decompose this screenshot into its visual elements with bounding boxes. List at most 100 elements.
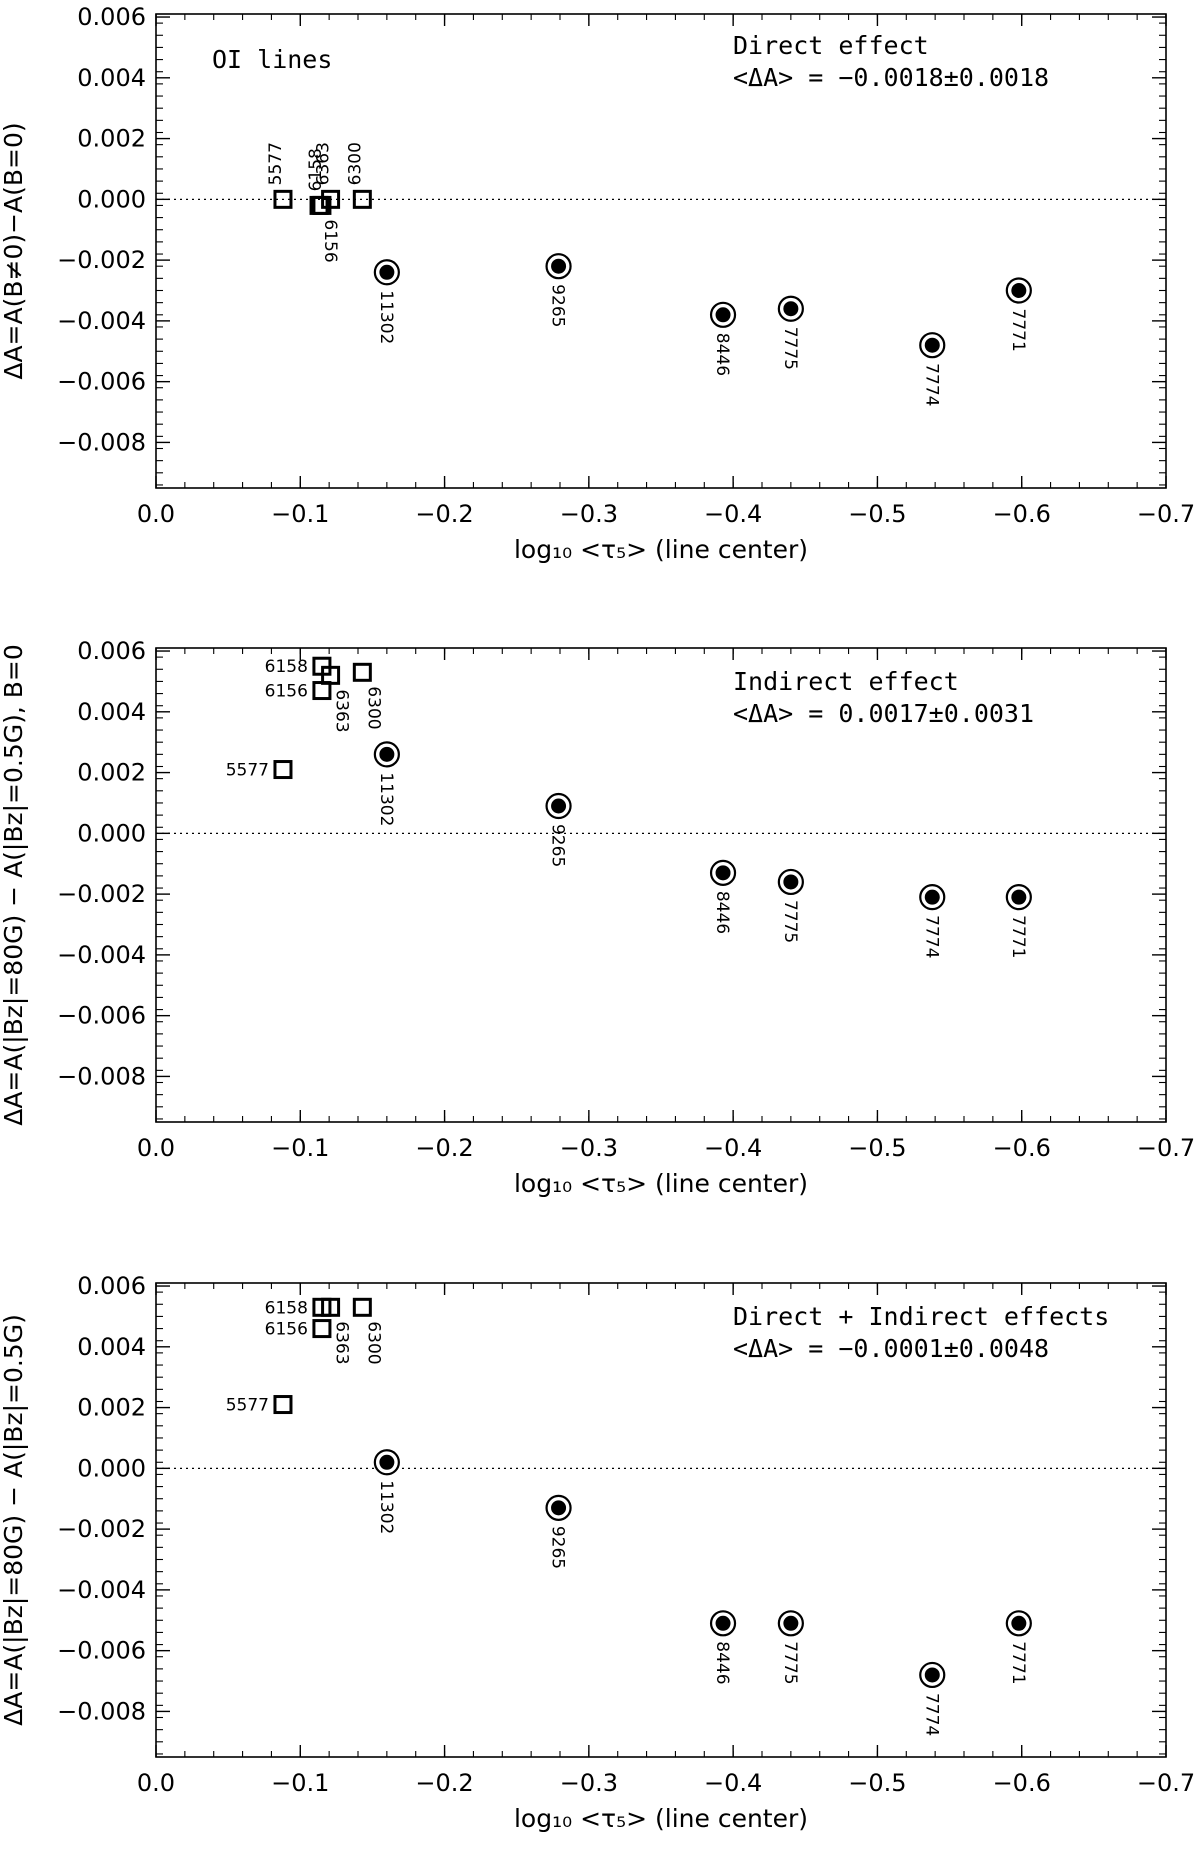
y-tick-label: −0.002	[57, 246, 146, 274]
y-tick-label: 0.000	[77, 185, 146, 213]
point-label: 6300	[345, 142, 365, 185]
y-tick-label: 0.000	[77, 819, 146, 847]
point-label: 11302	[376, 1480, 396, 1534]
point-label: 6300	[363, 686, 383, 729]
point-label: 5577	[266, 142, 286, 185]
point-label: 11302	[376, 772, 396, 826]
point-label: 6158	[265, 657, 308, 677]
circle-marker-dot	[379, 1454, 395, 1470]
square-marker	[352, 662, 372, 682]
circle-marker-dot	[551, 798, 567, 814]
y-tick-label: −0.002	[57, 1515, 146, 1543]
point-label: 5577	[226, 1396, 269, 1416]
annotation: Direct effect	[733, 31, 929, 60]
point-label: 7771	[1008, 309, 1028, 352]
y-tick-label: 0.004	[77, 1333, 146, 1361]
annotation: <ΔA> = −0.0018±0.0018	[733, 63, 1049, 92]
point-label: 6300	[363, 1321, 383, 1364]
point-label: 6363	[332, 1321, 352, 1364]
y-tick-label: 0.006	[77, 637, 146, 665]
chart-panel-1: 0.0 −0.1 −0.2 −0.3 −0.4 −0.5 −0.6 −0.7 0.006 0.00…	[0, 3, 1195, 564]
circle-marker-dot	[551, 1500, 567, 1516]
plot-frame	[155, 1282, 1167, 1758]
y-axis-label: ΔA=A(|Bz|=80G) − A(|Bz|=0.5G), B=0	[0, 644, 28, 1126]
x-tick-label: −0.6	[993, 1134, 1051, 1162]
point-label: 6158	[306, 148, 326, 191]
x-tick-label: 0.0	[137, 1134, 175, 1162]
point-label: 7775	[780, 327, 800, 370]
square-marker	[312, 1319, 332, 1339]
x-tick-label: −0.6	[993, 1769, 1051, 1797]
point-label: 9265	[548, 824, 568, 867]
circle-marker-dot	[715, 307, 731, 323]
square-marker	[273, 760, 293, 780]
point-label: 7775	[780, 900, 800, 943]
x-tick-label: −0.1	[271, 1134, 329, 1162]
circle-marker-dot	[551, 258, 567, 274]
y-tick-label: −0.004	[57, 1576, 146, 1604]
point-label: 7771	[1008, 915, 1028, 958]
annotation: <ΔA> = −0.0001±0.0048	[733, 1334, 1049, 1363]
y-tick-label: −0.006	[57, 1637, 146, 1665]
circle-marker-dot	[924, 889, 940, 905]
y-tick-label: −0.008	[57, 1697, 146, 1725]
circle-marker-dot	[1011, 889, 1027, 905]
y-tick-label: 0.002	[77, 759, 146, 787]
x-axis-label: log₁₀ <τ₅> (line center)	[514, 1169, 808, 1198]
circle-marker-dot	[1011, 1615, 1027, 1631]
chart-panel-3: 0.0 −0.1 −0.2 −0.3 −0.4 −0.5 −0.6 −0.7 0.006 0.00…	[0, 1272, 1195, 1833]
point-label: 6156	[265, 682, 308, 702]
square-marker	[352, 189, 372, 209]
x-tick-label: −0.7	[1137, 1769, 1195, 1797]
annotation: Direct + Indirect effects	[733, 1302, 1109, 1331]
y-tick-label: −0.004	[57, 941, 146, 969]
y-tick-label: −0.008	[57, 428, 146, 456]
circle-marker-dot	[1011, 283, 1027, 298]
point-label: 9265	[548, 284, 568, 327]
x-tick-label: −0.1	[271, 500, 329, 528]
point-label: 11302	[376, 290, 396, 344]
point-label: 6363	[314, 142, 334, 185]
plot-frame	[155, 13, 1167, 489]
x-tick-label: −0.3	[560, 500, 618, 528]
point-label: 7774	[921, 915, 941, 958]
circle-marker-dot	[783, 1615, 799, 1631]
x-tick-label: −0.3	[560, 1769, 618, 1797]
annotation: Indirect effect	[733, 667, 959, 696]
circle-marker-dot	[924, 337, 940, 353]
square-marker	[321, 1297, 341, 1317]
x-tick-label: −0.2	[415, 1134, 473, 1162]
x-axis-label: log₁₀ <τ₅> (line center)	[514, 535, 808, 564]
x-tick-label: −0.4	[704, 500, 762, 528]
circle-marker-dot	[783, 874, 799, 890]
x-tick-label: −0.5	[848, 500, 906, 528]
y-axis-label: ΔA=A(|Bz|=80G) − A(|Bz|=0.5G)	[0, 1314, 28, 1726]
square-marker	[312, 681, 332, 701]
y-tick-label: 0.002	[77, 1394, 146, 1422]
y-tick-label: −0.006	[57, 1002, 146, 1030]
point-label: 7771	[1008, 1641, 1028, 1684]
y-tick-label: 0.006	[77, 1272, 146, 1300]
point-label: 6158	[265, 1298, 308, 1318]
point-label: 5577	[226, 761, 269, 781]
x-tick-label: −0.5	[848, 1769, 906, 1797]
x-tick-label: −0.2	[415, 1769, 473, 1797]
plot-frame	[155, 647, 1167, 1123]
y-tick-label: 0.002	[77, 125, 146, 153]
square-marker	[321, 189, 341, 209]
point-label: 7775	[780, 1641, 800, 1684]
y-tick-label: −0.008	[57, 1062, 146, 1090]
point-label: 6363	[332, 689, 352, 732]
point-label: 8446	[712, 891, 732, 934]
point-label: 7774	[921, 1693, 941, 1736]
y-axis-label: ΔA=A(B≠0)−A(B=0)	[0, 122, 28, 379]
chart-panel-2: 0.0 −0.1 −0.2 −0.3 −0.4 −0.5 −0.6 −0.7 0.006 0.00…	[0, 637, 1195, 1198]
point-label: 9265	[548, 1526, 568, 1569]
circle-marker-dot	[783, 301, 799, 317]
x-tick-label: 0.0	[137, 1769, 175, 1797]
circle-marker-dot	[379, 264, 395, 280]
x-tick-label: −0.2	[415, 500, 473, 528]
x-tick-label: −0.6	[993, 500, 1051, 528]
x-tick-label: −0.7	[1137, 1134, 1195, 1162]
